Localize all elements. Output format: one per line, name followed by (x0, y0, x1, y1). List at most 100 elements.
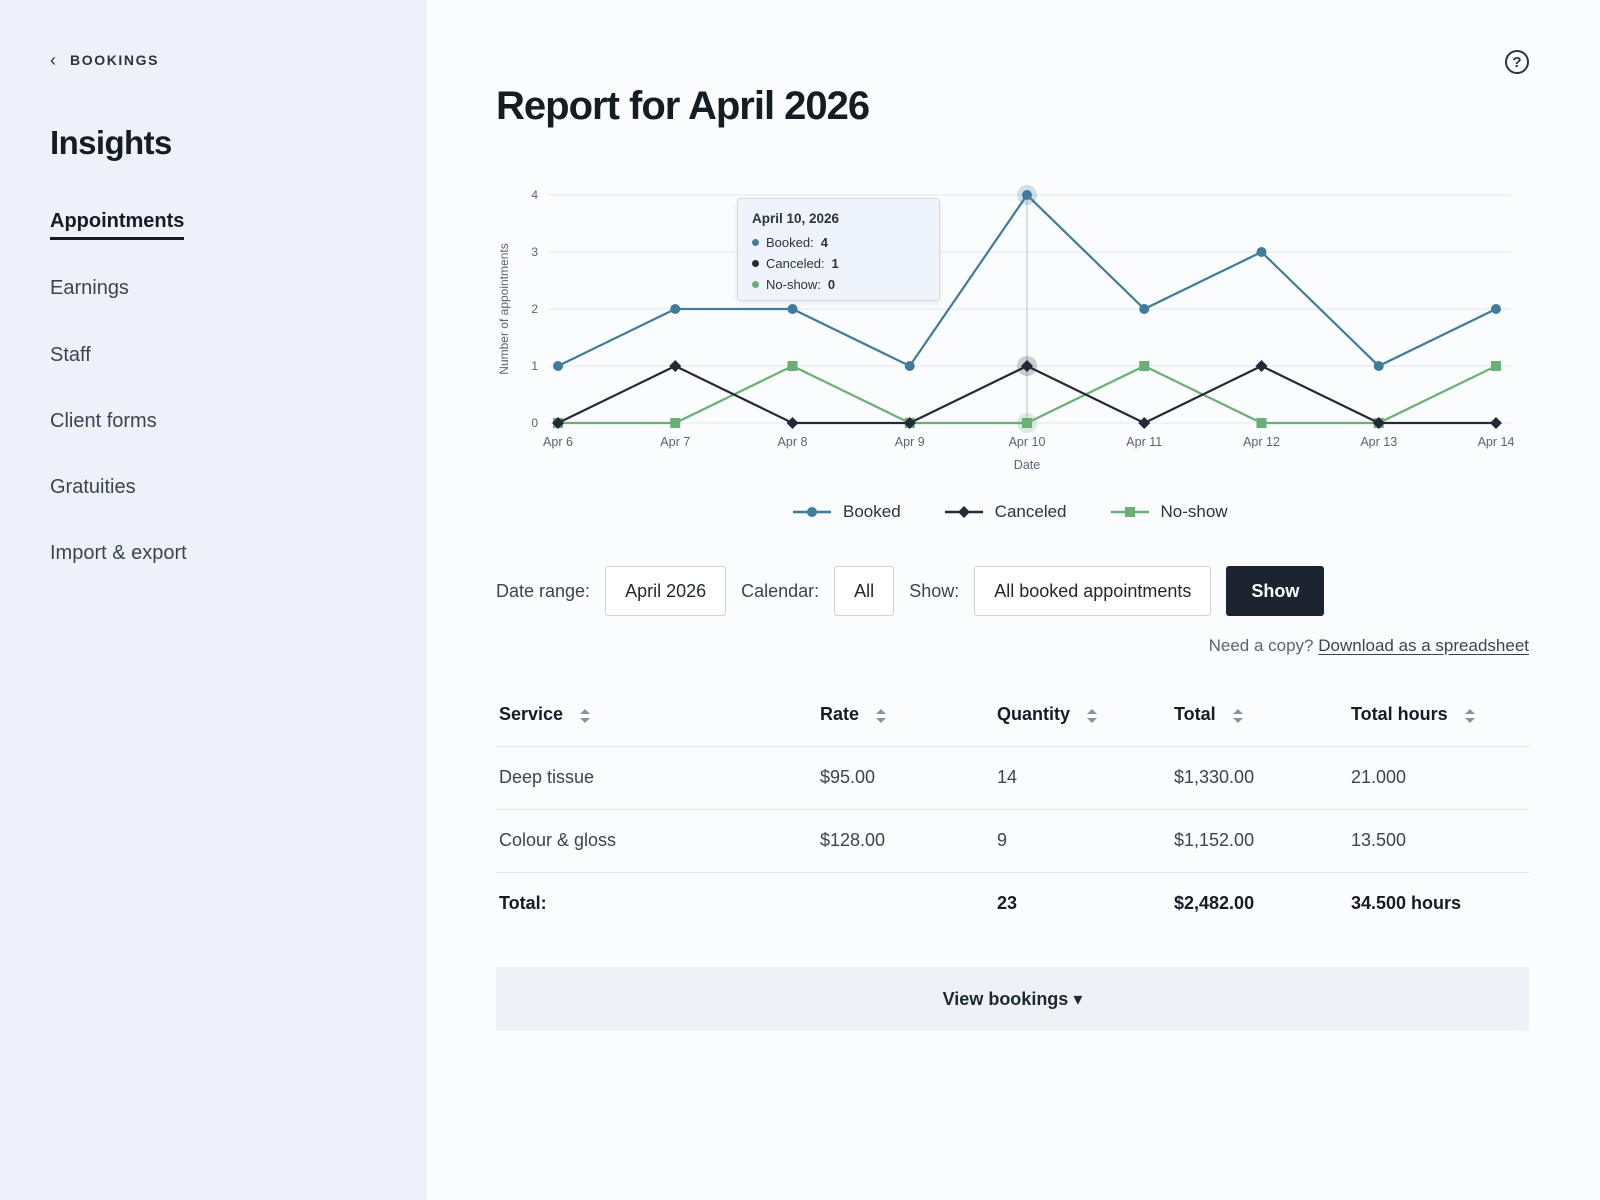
x-tick-label: Apr 10 (1009, 435, 1046, 449)
cell-quantity: 9 (994, 809, 1171, 873)
show-select[interactable]: All booked appointments (974, 566, 1212, 616)
sidebar: ‹ BOOKINGS Insights Appointments Earning… (0, 0, 427, 1200)
noshow-dot-icon (752, 281, 759, 288)
x-tick-label: Apr 13 (1360, 435, 1397, 449)
data-point (1021, 360, 1033, 372)
report-filters: Date range: April 2026 Calendar: All Sho… (496, 566, 1325, 616)
table-total-row: Total: 23 $2,482.00 34.500 hours (496, 872, 1529, 934)
column-header-total-hours[interactable]: Total hours (1348, 684, 1529, 747)
sort-icon[interactable] (876, 708, 887, 723)
column-header-rate[interactable]: Rate (817, 684, 994, 747)
data-point (553, 361, 563, 371)
canceled-line-diamond-icon (944, 506, 983, 518)
x-tick-label: Apr 8 (778, 435, 808, 449)
total-amount: $2,482.00 (1174, 892, 1255, 913)
tooltip-title: April 10, 2026 (752, 211, 840, 226)
back-to-bookings-link[interactable]: ‹ BOOKINGS (50, 51, 159, 69)
total-rate (817, 872, 994, 934)
data-point (670, 304, 681, 314)
y-tick-label: 1 (531, 359, 538, 373)
header-total-label: Total (1174, 704, 1216, 725)
chart-legend: Booked Canceled No-show (793, 502, 1228, 522)
data-point (787, 304, 798, 314)
legend-item-canceled[interactable]: Canceled (944, 502, 1067, 522)
data-point (904, 361, 915, 371)
download-copy-line: Need a copy? Download as a spreadsheet (1209, 636, 1529, 656)
legend-label-noshow: No-show (1160, 502, 1228, 521)
calendar-select[interactable]: All (834, 566, 895, 616)
data-point (786, 417, 799, 429)
legend-label-canceled: Canceled (994, 502, 1067, 521)
chevron-left-icon: ‹ (50, 50, 56, 70)
data-point (787, 361, 798, 371)
y-tick-label: 3 (531, 245, 538, 259)
y-axis-label: Number of appointments (497, 243, 511, 374)
data-point (1256, 247, 1267, 257)
appointments-chart: 0 1 2 3 4 Apr 6 Apr 7 Apr 8 Apr 9 Apr 10 Apr 11 Apr… (496, 178, 1536, 478)
data-point (1255, 360, 1268, 372)
date-range-label: Date range: (496, 580, 591, 601)
tooltip-canceled-label: Canceled: (766, 256, 825, 271)
data-point (1490, 417, 1502, 429)
page-title: Report for April 2026 (496, 84, 870, 128)
x-tick-label: Apr 7 (660, 435, 690, 449)
noshow-line-square-icon (1110, 507, 1149, 517)
tooltip-booked-value: 4 (820, 235, 828, 250)
cell-total: $1,152.00 (1171, 809, 1348, 873)
sort-icon[interactable] (580, 708, 591, 723)
cell-quantity: 14 (994, 746, 1171, 810)
total-label: Total: (499, 892, 547, 913)
sidebar-title: Insights (50, 124, 172, 161)
x-tick-label: Apr 14 (1478, 435, 1515, 449)
cell-rate: $95.00 (817, 746, 994, 810)
column-header-service[interactable]: Service (496, 684, 817, 747)
sidebar-item-earnings[interactable]: Earnings (50, 277, 129, 299)
x-tick-label: Apr 6 (543, 435, 573, 449)
line-chart-svg: 0 1 2 3 4 Apr 6 Apr 7 Apr 8 Apr 9 Apr 10 Apr 11 Apr… (497, 185, 1515, 472)
sort-icon[interactable] (1464, 708, 1475, 723)
header-total-hours-label: Total hours (1351, 704, 1448, 725)
cell-total: $1,330.00 (1171, 746, 1348, 810)
tooltip-noshow-label: No-show: (766, 277, 821, 292)
tooltip-canceled-value: 1 (831, 256, 839, 271)
view-bookings-button[interactable]: View bookings ▾ (496, 967, 1529, 1031)
column-header-quantity[interactable]: Quantity (994, 684, 1171, 747)
sort-icon[interactable] (1087, 708, 1098, 723)
header-service-label: Service (499, 704, 564, 725)
sort-icon[interactable] (1232, 708, 1243, 723)
show-button[interactable]: Show (1226, 566, 1325, 616)
help-icon[interactable]: ? (1505, 50, 1529, 74)
legend-item-booked[interactable]: Booked (793, 502, 901, 522)
cell-service: Colour & gloss (496, 809, 817, 873)
download-spreadsheet-link[interactable]: Download as a spreadsheet (1318, 636, 1529, 655)
date-range-select[interactable]: April 2026 (605, 566, 727, 616)
legend-item-noshow[interactable]: No-show (1110, 502, 1228, 522)
data-point (1373, 361, 1384, 371)
data-point (670, 418, 681, 428)
sidebar-item-staff[interactable]: Staff (50, 344, 91, 366)
tooltip-noshow-value: 0 (827, 277, 836, 292)
data-point (1491, 304, 1501, 314)
booked-dot-icon (752, 239, 759, 246)
data-point (1139, 304, 1150, 314)
booked-line-circle-icon (793, 507, 831, 517)
sidebar-item-gratuities[interactable]: Gratuities (50, 476, 136, 498)
data-point (1372, 417, 1385, 429)
table-header-row: Service Rate Quantity Total Total hours (496, 684, 1529, 747)
data-point (1139, 361, 1150, 371)
sidebar-item-import-export[interactable]: Import & export (50, 542, 187, 564)
y-tick-label: 2 (531, 302, 538, 316)
total-hours: 34.500 hours (1351, 892, 1462, 913)
x-tick-label: Apr 9 (895, 435, 925, 449)
sidebar-item-client-forms[interactable]: Client forms (50, 410, 157, 432)
column-header-total[interactable]: Total (1171, 684, 1348, 747)
cell-service: Deep tissue (496, 746, 817, 810)
tooltip-booked-label: Booked: (766, 235, 814, 250)
data-point (1256, 418, 1267, 428)
x-axis-label: Date (1014, 458, 1040, 472)
data-point (552, 417, 564, 429)
chart-tooltip: April 10, 2026 Booked: 4 Canceled: 1 No-… (737, 198, 940, 301)
sidebar-item-appointments[interactable]: Appointments (50, 210, 185, 240)
show-label: Show: (909, 580, 960, 601)
y-tick-label: 4 (531, 188, 538, 202)
